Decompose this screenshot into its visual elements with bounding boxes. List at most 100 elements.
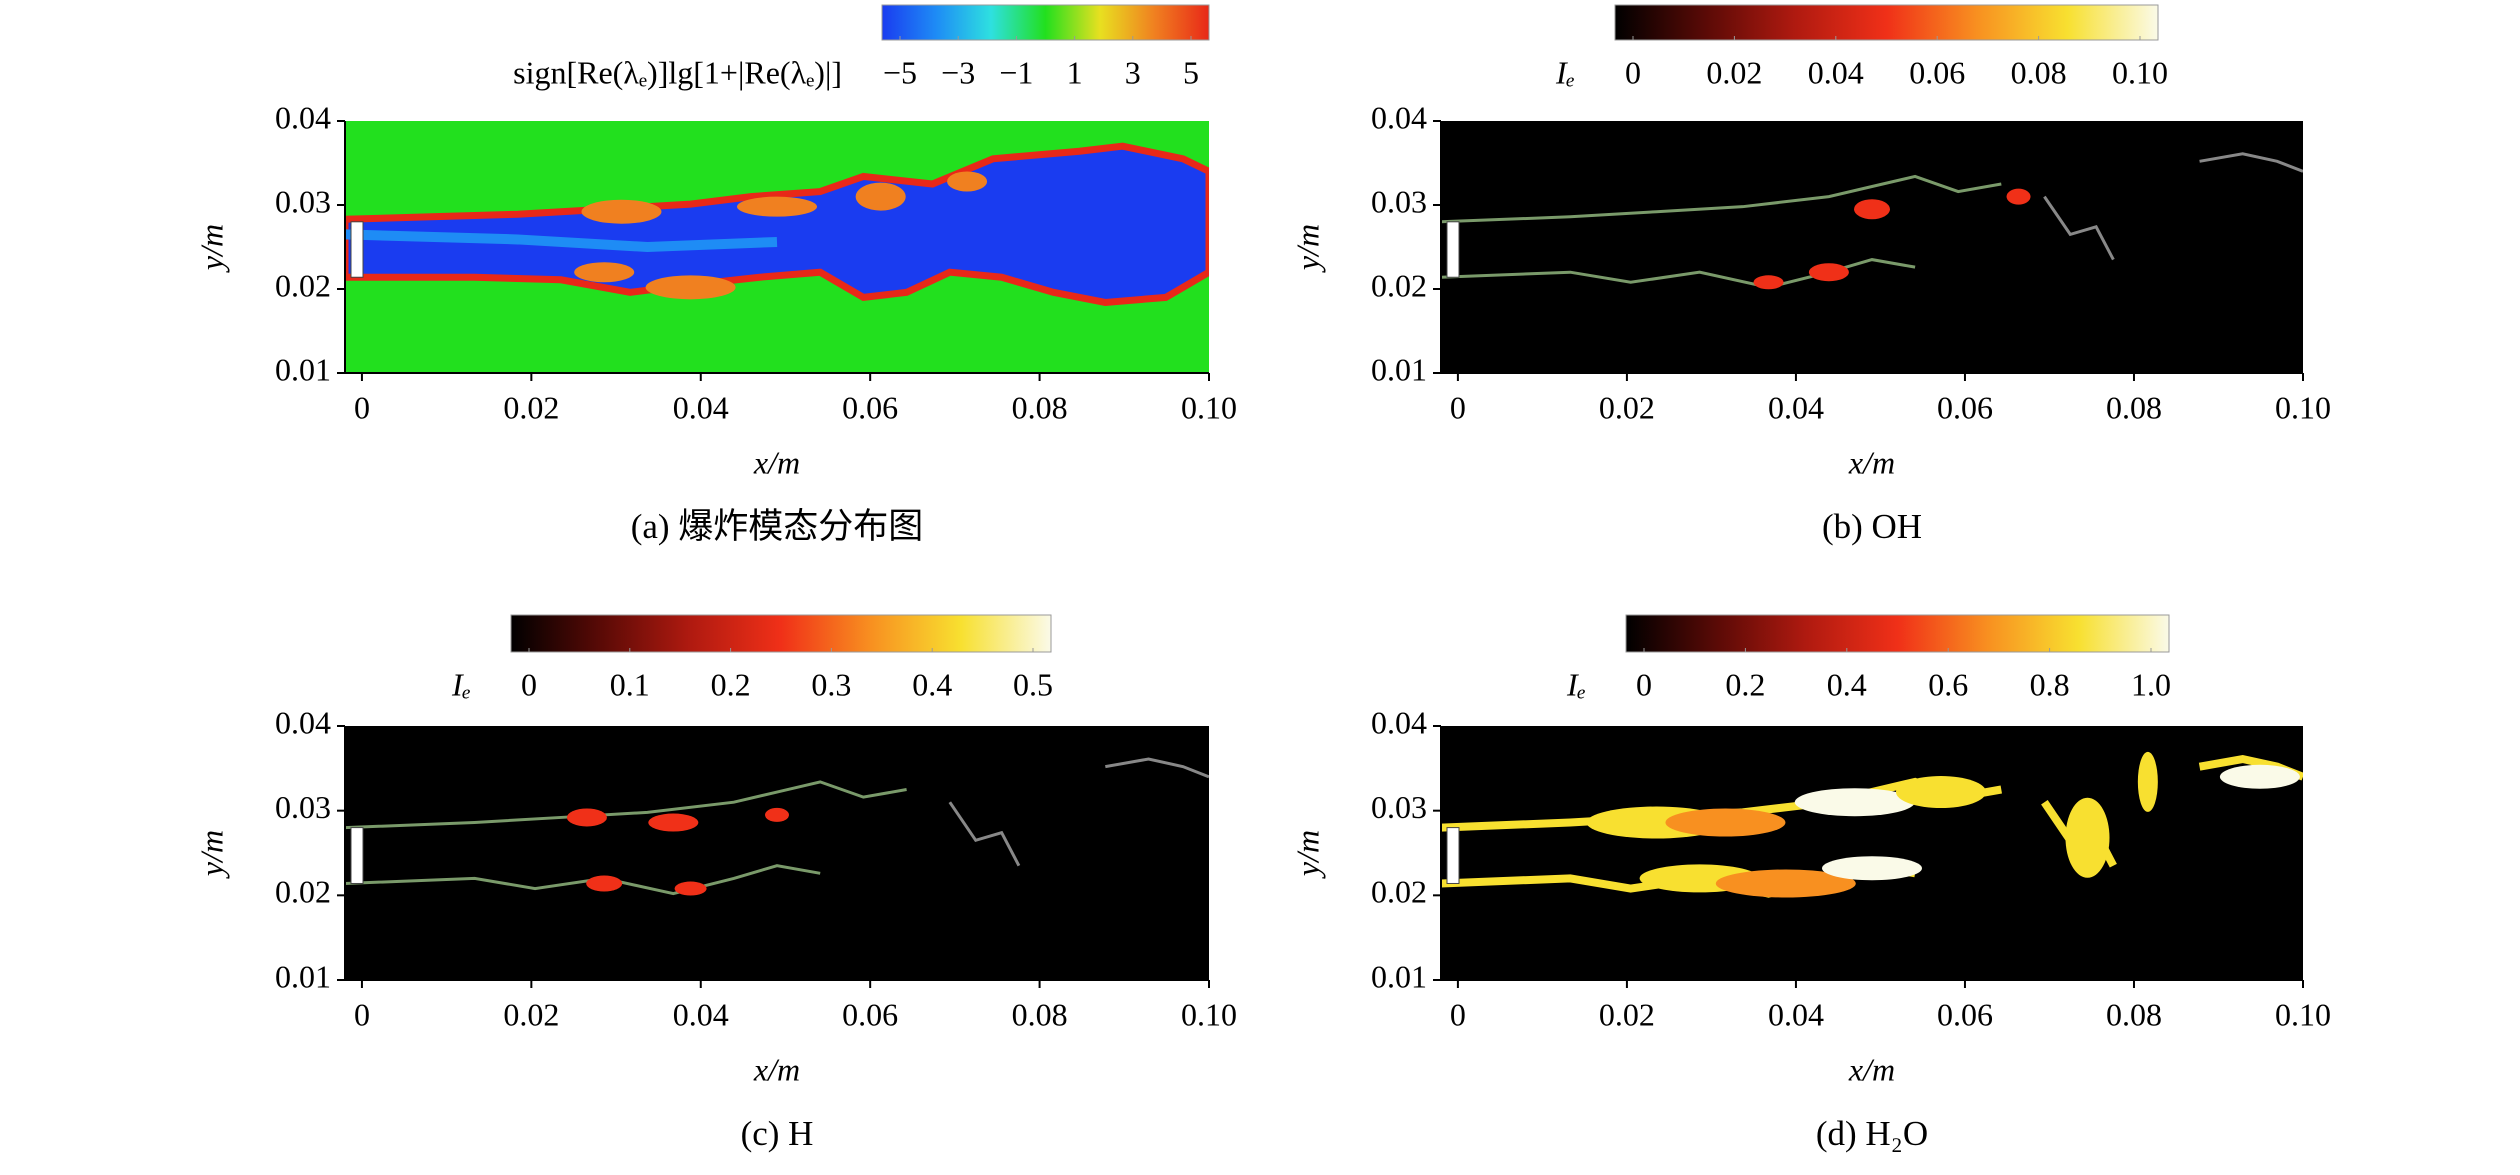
y-tick-label: 0.04 <box>1371 99 1427 135</box>
y-tick-label: 0.04 <box>275 99 331 135</box>
y-tick-label: 0.03 <box>1371 789 1427 825</box>
x-tick-label: 0.02 <box>503 996 559 1032</box>
x-tick-label: 0.04 <box>1768 389 1824 425</box>
colorbar-tick-label: 0.02 <box>1706 54 1762 90</box>
colorbar-tick-label: 0.08 <box>2011 54 2067 90</box>
field-region <box>1715 869 1856 898</box>
field-region <box>1794 788 1915 817</box>
colorbar-tick-label: 1 <box>1067 54 1083 90</box>
field-region <box>1854 199 1890 220</box>
colorbar-tick-label: 0.4 <box>912 666 952 702</box>
x-tick-label: 0.10 <box>1181 389 1237 425</box>
colorbar-label: Iₑ <box>451 666 471 702</box>
y-tick-label: 0.03 <box>275 183 331 219</box>
flame-front <box>1441 258 1916 289</box>
y-tick-label: 0.03 <box>1371 183 1427 219</box>
field-region <box>1665 808 1786 837</box>
flame-front <box>2199 152 2303 173</box>
x-tick-label: 0 <box>354 996 370 1032</box>
x-axis-label: x/m <box>1848 1051 1895 1087</box>
field-region <box>581 199 662 224</box>
colorbar-tick-label: 0 <box>521 666 537 702</box>
colorbar-tick-label: 0.2 <box>1725 666 1765 702</box>
colorbar-tick-label: 1.0 <box>2131 666 2171 702</box>
nozzle <box>350 827 364 884</box>
field-region <box>645 275 736 300</box>
colorbar <box>881 4 1210 41</box>
field-region <box>648 813 699 832</box>
x-tick-label: 0.04 <box>1768 996 1824 1032</box>
x-tick-label: 0.04 <box>673 389 729 425</box>
field-region <box>737 196 817 217</box>
colorbar-tick-label: 0.10 <box>2112 54 2168 90</box>
y-tick-label: 0.01 <box>1371 958 1427 994</box>
flame-front <box>1105 757 1209 779</box>
x-tick-label: 0.10 <box>2275 389 2331 425</box>
colorbar <box>1614 4 2159 41</box>
y-axis-label: y/m <box>193 830 229 879</box>
caption: (b) OH <box>1822 507 1922 546</box>
field-region <box>1822 856 1922 881</box>
x-tick-label: 0.08 <box>1012 996 1068 1032</box>
colorbar-tick-label: 3 <box>1125 54 1141 90</box>
y-tick-label: 0.01 <box>275 958 331 994</box>
colorbar-label: Iₑ <box>1566 666 1586 702</box>
y-tick-label: 0.01 <box>275 351 331 387</box>
x-tick-label: 0.02 <box>503 389 559 425</box>
colorbar-tick-label: 0 <box>1625 54 1641 90</box>
field-region <box>1895 776 1986 809</box>
x-tick-label: 0 <box>1450 389 1466 425</box>
colorbar-tick-label: −3 <box>941 54 975 90</box>
y-tick-label: 0.02 <box>1371 267 1427 303</box>
x-tick-label: 0.06 <box>842 996 898 1032</box>
caption: (c) H <box>741 1114 814 1153</box>
colorbar <box>1625 614 2170 653</box>
field-region <box>586 875 623 892</box>
field-region <box>947 171 988 192</box>
field-region <box>2219 764 2300 789</box>
field <box>1441 121 2303 373</box>
field-region <box>674 881 707 896</box>
field-region <box>566 808 607 827</box>
colorbar <box>510 614 1052 653</box>
caption: (d) H₂O <box>1816 1114 1928 1153</box>
y-axis-label: y/m <box>1289 830 1325 879</box>
field-background <box>1441 726 2303 980</box>
field-region <box>765 807 789 822</box>
colorbar-tick-label: 0.3 <box>811 666 851 702</box>
x-tick-label: 0.10 <box>2275 996 2331 1032</box>
x-tick-label: 0 <box>354 389 370 425</box>
field-background <box>345 726 1209 980</box>
x-axis-label: x/m <box>753 1051 800 1087</box>
colorbar-tick-label: −1 <box>999 54 1033 90</box>
field <box>345 726 1209 980</box>
flame-front <box>345 780 907 830</box>
flame-front <box>948 801 1021 867</box>
x-tick-label: 0.02 <box>1599 996 1655 1032</box>
x-tick-label: 0.06 <box>842 389 898 425</box>
x-axis-label: x/m <box>753 444 800 480</box>
y-tick-label: 0.02 <box>275 874 331 910</box>
x-tick-label: 0.02 <box>1599 389 1655 425</box>
y-tick-label: 0.03 <box>275 789 331 825</box>
colorbar-tick-label: 5 <box>1183 54 1199 90</box>
colorbar-tick-label: 0.1 <box>610 666 650 702</box>
y-tick-label: 0.02 <box>275 267 331 303</box>
field-region <box>855 182 906 211</box>
field-region <box>2006 188 2031 205</box>
nozzle <box>1446 827 1460 884</box>
y-axis-label: y/m <box>1289 224 1325 273</box>
colorbar-tick-label: 0.4 <box>1827 666 1867 702</box>
flame-front <box>345 864 821 896</box>
x-tick-label: 0 <box>1450 996 1466 1032</box>
y-tick-label: 0.04 <box>1371 704 1427 740</box>
nozzle <box>350 221 364 278</box>
colorbar-tick-label: −5 <box>883 54 917 90</box>
colorbar-tick-label: 0.04 <box>1808 54 1864 90</box>
x-tick-label: 0.08 <box>2106 389 2162 425</box>
x-tick-label: 0.04 <box>673 996 729 1032</box>
field-region <box>1753 275 1784 290</box>
nozzle <box>1446 221 1460 278</box>
colorbar-tick-label: 0.6 <box>1928 666 1968 702</box>
field-region <box>2137 751 2158 812</box>
